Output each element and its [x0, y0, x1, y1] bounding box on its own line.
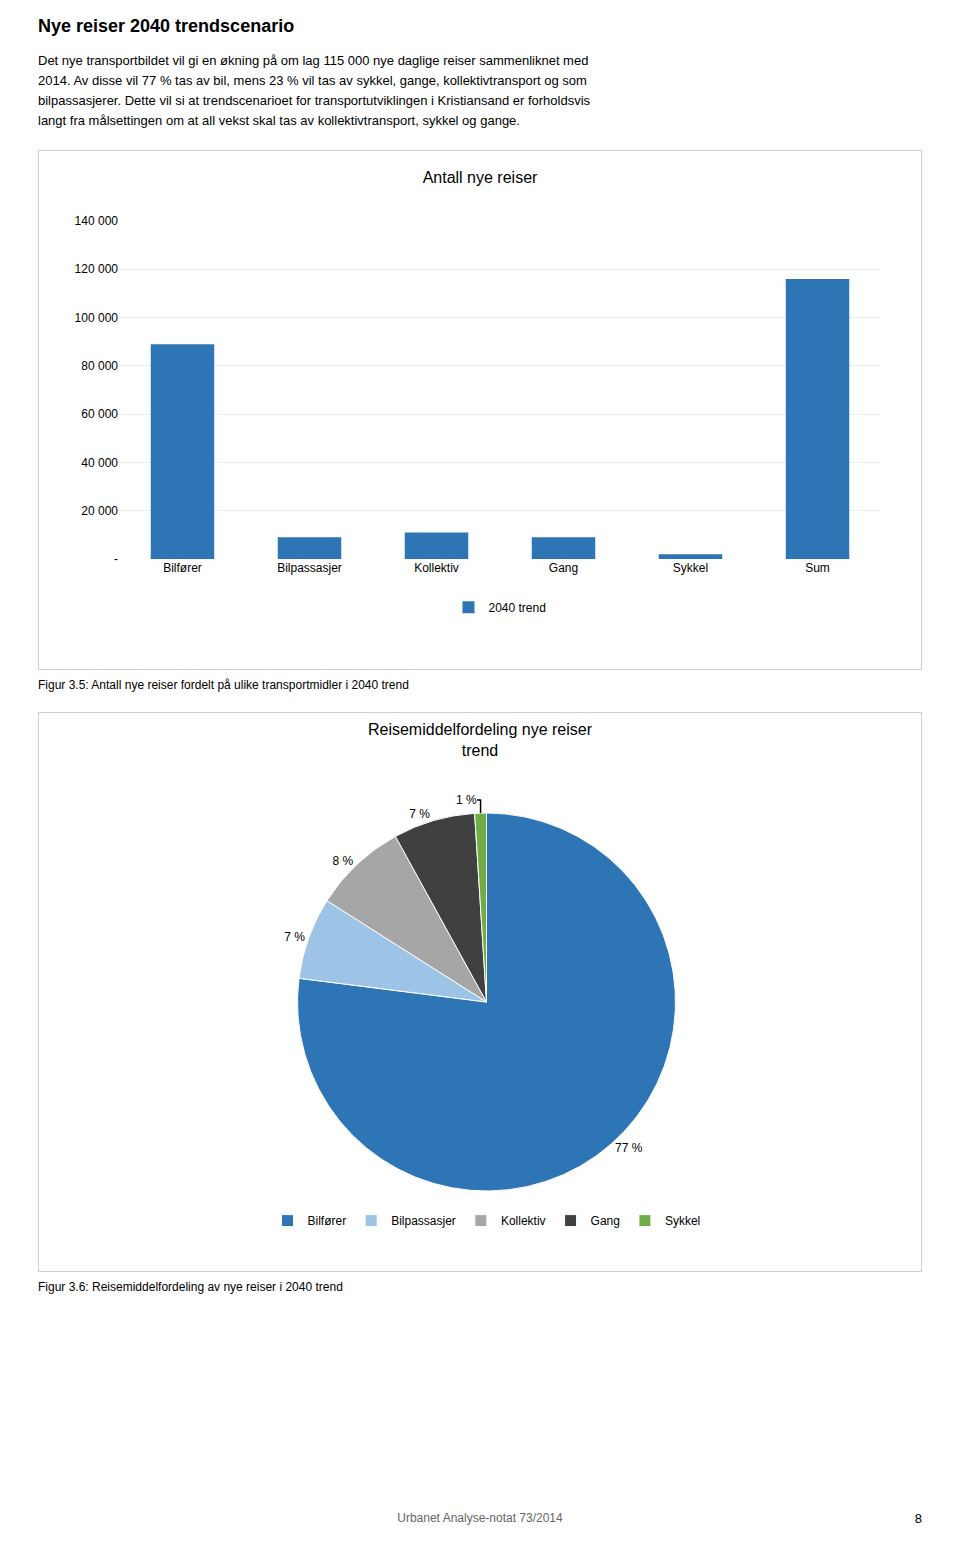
html-text:Urbanet Analyse-notat 73/2014: Urbanet Analyse-notat 73/2014: [397, 1511, 563, 1525]
svg-text:20 000: 20 000: [81, 503, 118, 517]
svg-text:7 %: 7 %: [409, 807, 430, 821]
svg-text:-: -: [114, 552, 118, 566]
html-text:Figur 3.6: Reisemiddelfordelin: Figur 3.6: Reisemiddelfordeling av nye r…: [38, 1279, 343, 1294]
html-text:Nye reiser 2040 trendscenario: Nye reiser 2040 trendscenario: [38, 16, 295, 36]
html-text:bilpassasjerer. Dette vil si a: bilpassasjerer. Dette vil si at trendsce…: [38, 93, 590, 109]
html-text:2014. Av disse vil 77 % tas av: 2014. Av disse vil 77 % tas av bil, mens…: [38, 73, 587, 89]
svg-text:Gang: Gang: [591, 1214, 620, 1228]
svg-text:2040 trend: 2040 trend: [489, 601, 546, 615]
html-text:langt fra målsettingen om at a: langt fra målsettingen om at all vekst s…: [38, 113, 520, 129]
svg-text:80 000: 80 000: [81, 359, 118, 373]
svg-text:Kollektiv: Kollektiv: [501, 1214, 546, 1228]
svg-text:100 000: 100 000: [75, 310, 119, 324]
svg-text:Antall nye reiser: Antall nye reiser: [423, 168, 538, 185]
html-text:8: 8: [914, 1511, 922, 1526]
html-text:Det nye transportbildet vil gi: Det nye transportbildet vil gi en økning…: [38, 53, 589, 68]
svg-text:Bilfører: Bilfører: [308, 1214, 347, 1228]
svg-text:40 000: 40 000: [81, 455, 118, 469]
svg-text:7 %: 7 %: [284, 930, 305, 944]
svg-text:77 %: 77 %: [615, 1140, 643, 1154]
svg-text:Bilfører: Bilfører: [163, 561, 202, 575]
svg-text:Sykkel: Sykkel: [665, 1214, 700, 1228]
svg-text:Sum: Sum: [805, 561, 830, 575]
svg-text:Kollektiv: Kollektiv: [414, 561, 459, 575]
svg-text:Sykkel: Sykkel: [673, 561, 708, 575]
svg-text:Bilpassasjer: Bilpassasjer: [277, 561, 342, 575]
svg-text:Bilpassasjer: Bilpassasjer: [391, 1214, 456, 1228]
svg-text:Gang: Gang: [549, 561, 578, 575]
html-text:Figur 3.5: Antall nye reiser f: Figur 3.5: Antall nye reiser fordelt på …: [38, 677, 409, 692]
svg-text:140 000: 140 000: [75, 214, 119, 228]
svg-text:60 000: 60 000: [81, 407, 118, 421]
svg-text:Reisemiddelfordeling nye reise: Reisemiddelfordeling nye reisertrend: [368, 721, 593, 759]
svg-text:120 000: 120 000: [75, 262, 119, 276]
svg-text:8 %: 8 %: [333, 853, 354, 867]
svg-text:1 %: 1 %: [456, 793, 477, 807]
